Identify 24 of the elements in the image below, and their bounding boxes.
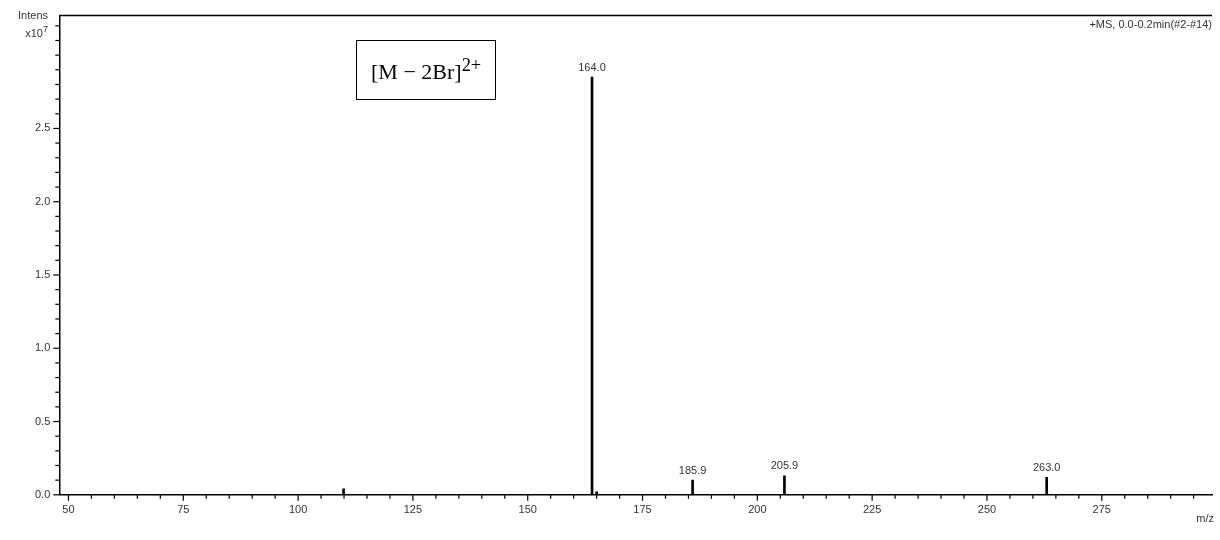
y-tick-label: 0.0: [34, 487, 51, 500]
y-axis-title: Intens x10$^{7}$: [17, 8, 48, 40]
y-tick-label: 2.5: [34, 121, 51, 134]
x-tick-label: 75: [177, 503, 190, 516]
x-tick-label: 100: [288, 503, 308, 516]
x-tick-label: 150: [518, 503, 537, 516]
x-tick-label: 175: [633, 503, 652, 516]
y-tick-label: 1.0: [34, 341, 51, 354]
y-tick-label: 2.0: [34, 194, 51, 207]
annotation: 185.9: [678, 463, 707, 476]
x-tick-label: 200: [748, 503, 767, 516]
x-tick-label: 275: [1092, 503, 1111, 516]
annotation: +MS, 0.0-0.2min(#2-#14): [1089, 18, 1212, 30]
x-tick-label: 125: [403, 503, 423, 516]
x-tick-label: 250: [977, 503, 997, 516]
annotation: 263.0: [1032, 460, 1061, 473]
x-tick-label: 50: [62, 503, 75, 516]
annotation: 164.0: [578, 60, 606, 73]
annotation: 205.9: [770, 459, 799, 472]
x-tick-label: 225: [862, 503, 882, 516]
x-axis-title: m/z: [1196, 512, 1214, 524]
annotation: [M − 2Br]$^{2+}$: [356, 40, 497, 101]
y-tick-label: 0.5: [34, 414, 51, 427]
y-tick-label: 1.5: [34, 268, 51, 281]
